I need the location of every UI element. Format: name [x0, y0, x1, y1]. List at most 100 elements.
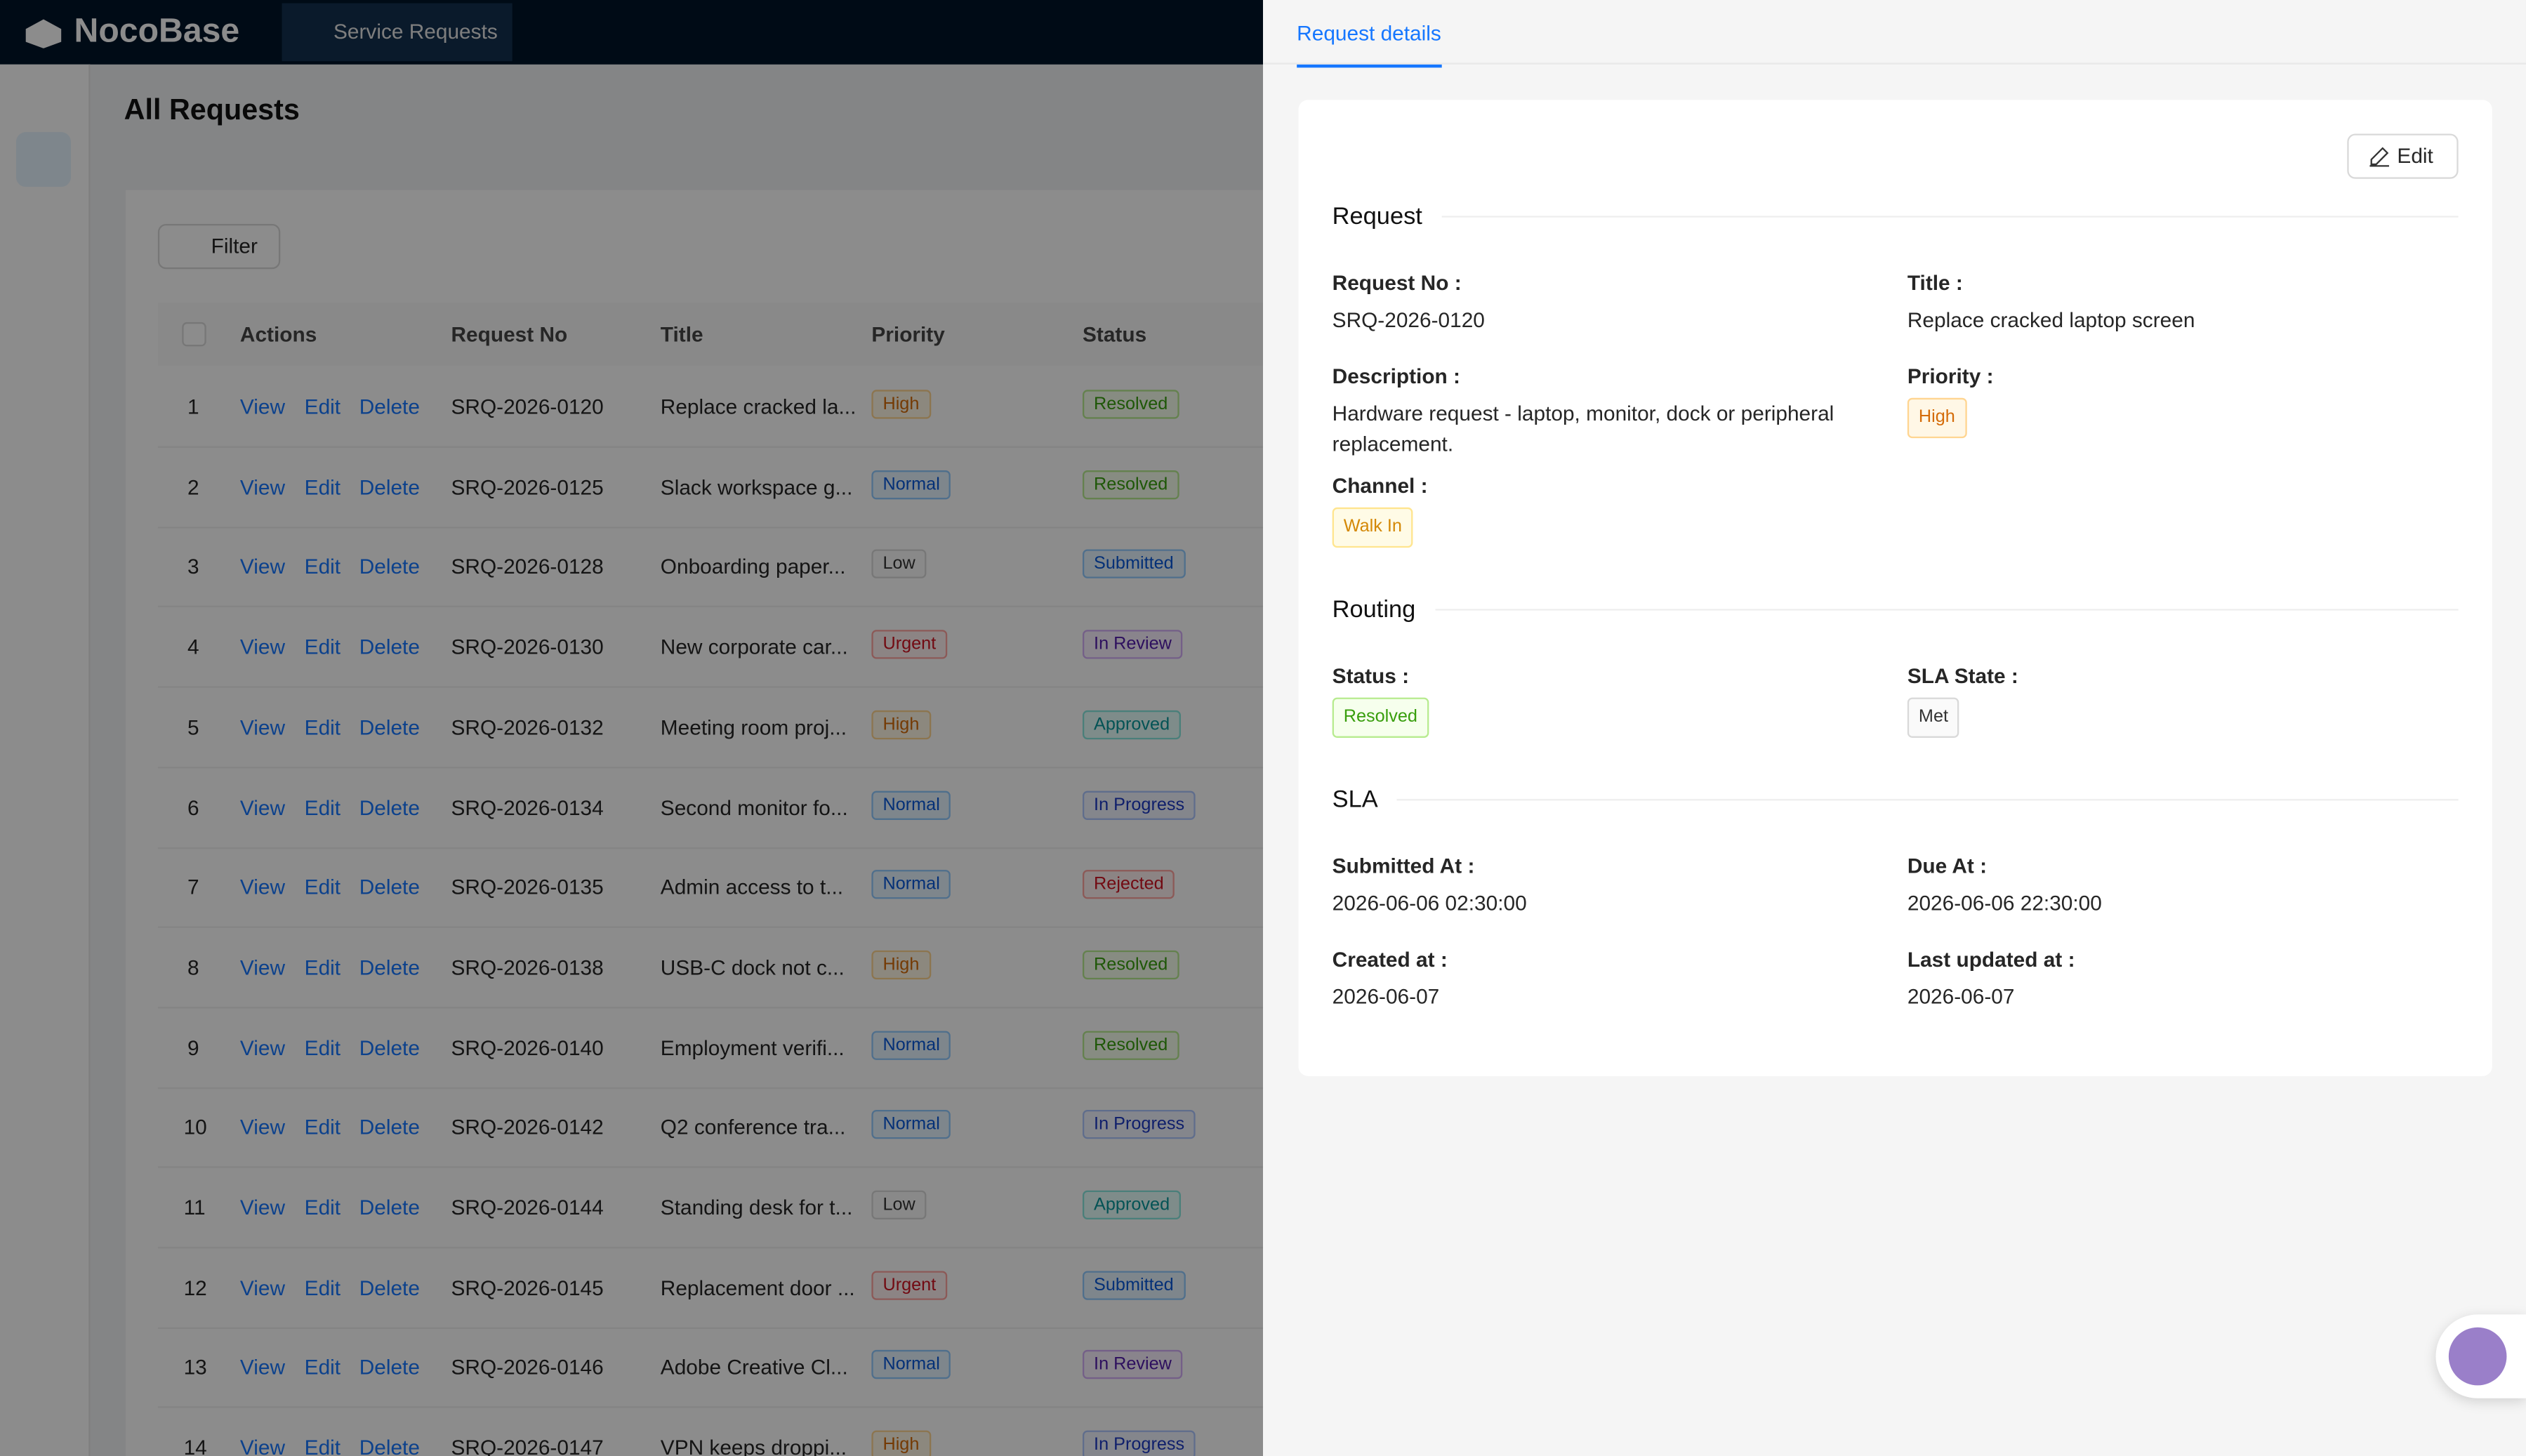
row-action[interactable]: Edit	[304, 1355, 341, 1380]
request-no: SRQ-2026-0140	[451, 1035, 604, 1059]
tag-cell: In Progress	[1082, 1430, 1196, 1456]
row-action[interactable]: Delete	[359, 1275, 420, 1300]
table-row[interactable]: 4 View Edit Delete SRQ-2026-0130 New corporat…	[157, 607, 1286, 689]
status-tag: Resolved	[1082, 470, 1179, 499]
row-action[interactable]: Edit	[304, 1275, 341, 1300]
details-card: Edit Request Request No : SRQ-2026-0120 Tit…	[1298, 100, 2492, 1076]
table-row[interactable]: 2 View Edit Delete SRQ-2026-0125 Slack worksp…	[157, 447, 1286, 528]
menu-item[interactable]: Service Requests	[282, 3, 513, 62]
row-action[interactable]: View	[239, 1195, 286, 1220]
row-action[interactable]: View	[239, 395, 286, 419]
row-action[interactable]: Edit	[304, 635, 341, 659]
row-action[interactable]: View	[239, 475, 286, 499]
row-action[interactable]: Edit	[304, 1435, 341, 1456]
row-action[interactable]: Delete	[359, 635, 420, 659]
row-action[interactable]: Delete	[359, 395, 420, 419]
row-action[interactable]: Delete	[359, 955, 420, 979]
tag-cell: Urgent	[871, 1270, 948, 1300]
table-row[interactable]: 8 View Edit Delete SRQ-2026-0138 USB-C dock n…	[157, 927, 1286, 1009]
table-row[interactable]: 10 View Edit Delete SRQ-2026-0142 Q2 conferen…	[157, 1088, 1286, 1169]
filter-button[interactable]: Filter	[157, 223, 281, 270]
column-header: Actions	[239, 322, 317, 347]
priority-tag: Normal	[871, 1110, 951, 1139]
row-action[interactable]: Edit	[304, 1035, 341, 1059]
tab[interactable]: Request details	[1297, 21, 1441, 68]
status-tag: In Review	[1082, 1350, 1183, 1380]
table-row[interactable]: 13 View Edit Delete SRQ-2026-0146 Adobe Creat…	[157, 1328, 1286, 1409]
row-action[interactable]: View	[239, 1355, 286, 1380]
tag-cell: Submitted	[1082, 1270, 1185, 1300]
edit-button[interactable]: Edit	[2347, 133, 2459, 179]
status-tag: Resolved	[1082, 1030, 1179, 1059]
row-action[interactable]: View	[239, 715, 286, 739]
title: VPN keeps droppi...	[660, 1435, 847, 1456]
field-label: SLA State :	[1907, 663, 2018, 688]
table-row[interactable]: 6 View Edit Delete SRQ-2026-0134 Second monit…	[157, 767, 1286, 849]
row-action[interactable]: Edit	[304, 555, 341, 579]
tab-divider	[1262, 62, 2526, 65]
row-action[interactable]: View	[239, 555, 286, 579]
row-action[interactable]: Edit	[304, 395, 341, 419]
priority-tag: High	[871, 710, 931, 739]
request-no: SRQ-2026-0147	[451, 1435, 604, 1456]
sidebar-active[interactable]	[15, 132, 71, 187]
logo-icon	[25, 19, 62, 48]
row-action[interactable]: View	[239, 875, 286, 899]
row-action[interactable]: Delete	[359, 1435, 420, 1456]
edit-icon	[2369, 147, 2389, 167]
row-number: 3	[187, 555, 199, 579]
row-action[interactable]: View	[239, 1115, 286, 1139]
row-action[interactable]: Delete	[359, 1355, 420, 1380]
row-action[interactable]: View	[239, 795, 286, 819]
row-action[interactable]: View	[239, 1275, 286, 1300]
priority-tag: Normal	[871, 470, 951, 499]
request-no: SRQ-2026-0144	[451, 1195, 604, 1220]
priority-tag: High	[871, 1430, 931, 1456]
row-action[interactable]: Edit	[304, 715, 341, 739]
row-action[interactable]: Delete	[359, 475, 420, 499]
request-no: SRQ-2026-0125	[451, 475, 604, 499]
row-action[interactable]: Delete	[359, 715, 420, 739]
field-value: 2026-06-06 02:30:00	[1332, 890, 1527, 915]
table-row[interactable]: 11 View Edit Delete SRQ-2026-0144 Standing de…	[157, 1168, 1286, 1249]
row-action[interactable]: View	[239, 635, 286, 659]
field-value: Replace cracked laptop screen	[1907, 307, 2195, 332]
row-action[interactable]: Delete	[359, 795, 420, 819]
row-action[interactable]: Delete	[359, 1035, 420, 1059]
help-button[interactable]	[2435, 1314, 2526, 1398]
overlay[interactable]	[0, 0, 1263, 1456]
row-action[interactable]: View	[239, 955, 286, 979]
table-row[interactable]: 12 View Edit Delete SRQ-2026-0145 Replacement…	[157, 1248, 1286, 1329]
table-row[interactable]: 14 View Edit Delete SRQ-2026-0147 VPN keeps d…	[158, 1408, 1285, 1456]
field-label: Priority :	[1907, 364, 1994, 389]
row-action[interactable]: Delete	[359, 1195, 420, 1220]
select-all[interactable]	[182, 322, 206, 347]
field-value: Met	[1907, 697, 2439, 738]
request-no: SRQ-2026-0146	[451, 1355, 604, 1380]
field-label: Last updated at :	[1907, 947, 2075, 972]
row-action[interactable]: Delete	[359, 555, 420, 579]
tag-cell: Submitted	[1082, 550, 1185, 579]
table-row[interactable]: 5 View Edit Delete SRQ-2026-0132 Meeting room…	[157, 687, 1286, 769]
row-action[interactable]: View	[239, 1435, 286, 1456]
table-row[interactable]: 1 View Edit Delete SRQ-2026-0120 Replace crac…	[157, 367, 1286, 448]
field-tag: High	[1907, 397, 1966, 439]
title: Onboarding paper...	[660, 555, 846, 579]
row-action[interactable]: Edit	[304, 475, 341, 499]
table-row[interactable]: 7 View Edit Delete SRQ-2026-0135 Admin access…	[157, 847, 1286, 929]
tag-cell: Resolved	[1082, 390, 1179, 419]
row-action[interactable]: Edit	[304, 955, 341, 979]
row-action[interactable]: Edit	[304, 1195, 341, 1220]
row-action[interactable]: Delete	[359, 1115, 420, 1139]
tag-cell: Rejected	[1082, 870, 1175, 899]
row-number: 4	[187, 635, 199, 659]
row-action[interactable]: Edit	[304, 795, 341, 819]
logo[interactable]: NocoBase	[74, 13, 240, 51]
row-action[interactable]: Delete	[359, 875, 420, 899]
avatar	[2448, 1327, 2507, 1386]
row-action[interactable]: Edit	[304, 875, 341, 899]
table-row[interactable]: 3 View Edit Delete SRQ-2026-0128 Onboarding p…	[157, 527, 1286, 608]
row-action[interactable]: View	[239, 1035, 286, 1059]
table-row[interactable]: 9 View Edit Delete SRQ-2026-0140 Employment v…	[157, 1008, 1286, 1089]
row-action[interactable]: Edit	[304, 1115, 341, 1139]
